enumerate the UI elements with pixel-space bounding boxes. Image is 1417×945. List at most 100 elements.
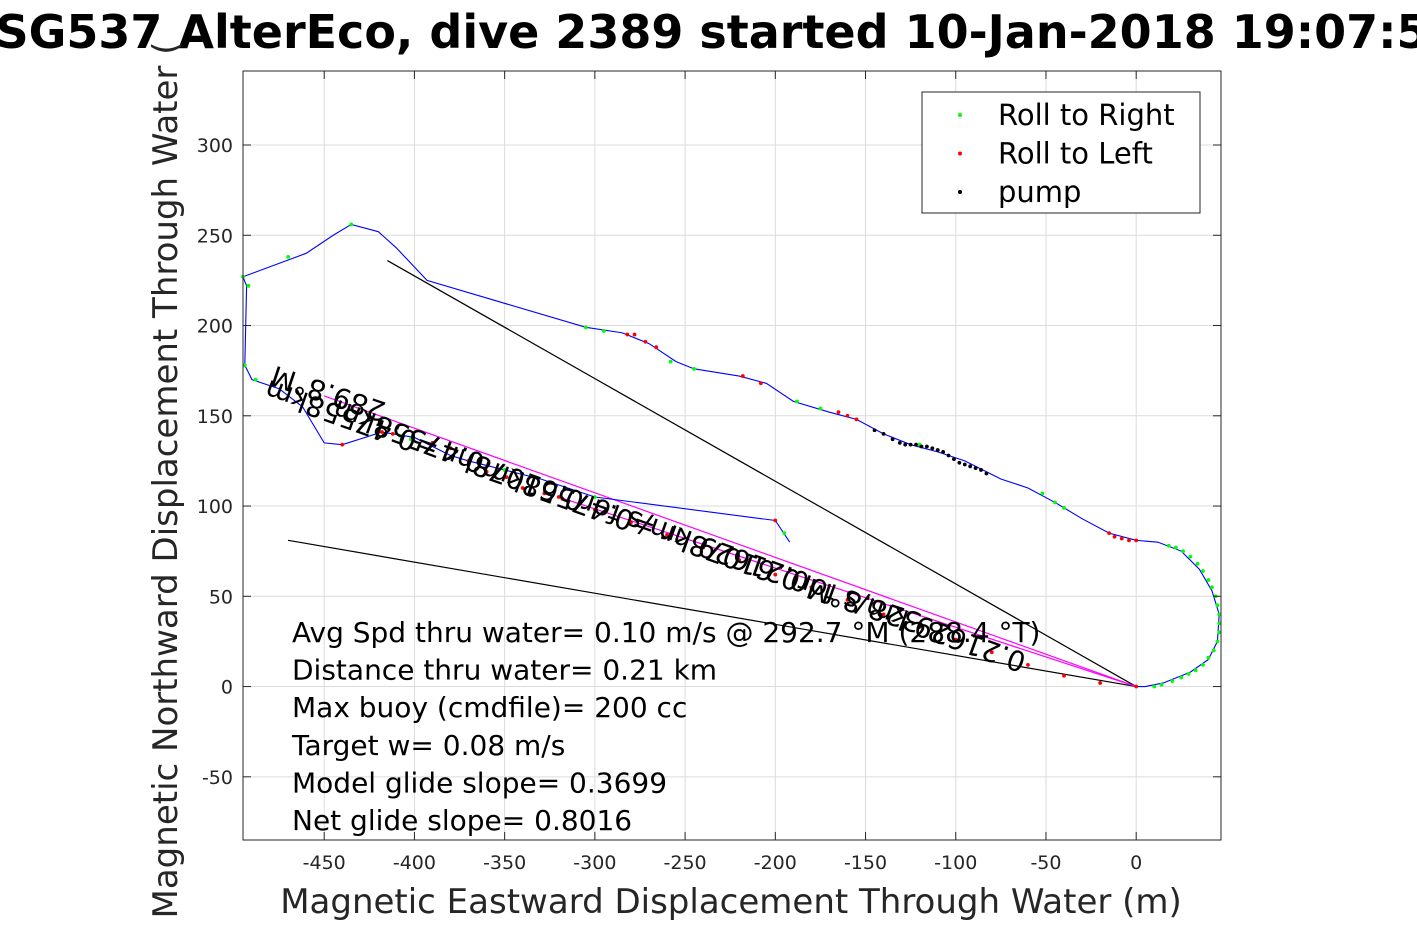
roll-to-right-point xyxy=(408,437,413,442)
roll-to-left-point xyxy=(773,572,778,577)
roll-to-left-point xyxy=(809,585,814,590)
legend-label-roll-to-right: Roll to Right xyxy=(998,98,1175,132)
roll-to-right-point xyxy=(1173,545,1178,550)
pump-point xyxy=(897,440,902,445)
pump-point xyxy=(903,442,908,447)
roll-to-right-point xyxy=(583,325,588,330)
roll-to-left-point xyxy=(854,417,859,422)
roll-to-left-point xyxy=(430,440,435,445)
roll-to-left-point xyxy=(340,442,345,447)
pump-point xyxy=(890,437,895,442)
roll-to-left-point xyxy=(701,545,706,550)
y-tick-label: 300 xyxy=(197,135,233,157)
x-tick-label: -100 xyxy=(934,852,977,874)
pump-point xyxy=(881,431,886,436)
roll-to-right-point xyxy=(1211,648,1216,653)
roll-to-left-point xyxy=(1026,662,1030,667)
pump-point xyxy=(908,442,913,447)
roll-to-right-point xyxy=(1159,682,1164,687)
roll-to-left-point xyxy=(390,431,395,436)
x-tick-label: -150 xyxy=(844,852,887,874)
roll-to-right-point xyxy=(286,255,291,259)
roll-to-right-point xyxy=(601,329,606,333)
pump-point xyxy=(919,444,924,449)
stat-line: Max buoy (cmdfile)= 200 cc xyxy=(292,691,687,724)
roll-to-right-point xyxy=(1186,672,1191,676)
stat-line: Net glide slope= 0.8016 xyxy=(292,804,632,837)
y-tick-label: 50 xyxy=(209,586,233,608)
x-tick-label: -200 xyxy=(754,852,797,874)
grid-lines xyxy=(243,71,1221,840)
roll-to-left-point xyxy=(466,459,471,463)
reference-line xyxy=(387,260,1137,688)
roll-to-right-point xyxy=(398,433,402,438)
roll-to-left-point xyxy=(1112,534,1117,539)
roll-to-left-point xyxy=(989,650,994,655)
roll-to-right-point xyxy=(1053,500,1057,505)
roll-to-right-point xyxy=(782,531,787,536)
y-tick-label: 250 xyxy=(197,225,233,247)
roll-to-left-point xyxy=(1119,536,1124,541)
roll-to-left-point xyxy=(592,507,597,512)
x-tick-label: -300 xyxy=(573,852,616,874)
pump-point xyxy=(968,464,973,469)
roll-to-right-point xyxy=(242,363,247,368)
roll-to-right-point xyxy=(1195,561,1200,566)
chart-title: SG537 AlterEco, dive 2389 started 10-Jan… xyxy=(0,5,1417,59)
y-tick-label: 150 xyxy=(197,406,233,428)
roll-to-right-point xyxy=(1210,585,1214,590)
roll-to-right-point xyxy=(1206,655,1211,660)
roll-to-left-point xyxy=(1107,531,1112,536)
y-axis-label: Magnetic Northward Displacement Through … xyxy=(146,42,186,919)
roll-to-right-point xyxy=(1179,675,1184,680)
x-tick-label: -350 xyxy=(483,852,526,874)
y-tick-label: 0 xyxy=(221,677,233,699)
legend-marker-roll-to-left xyxy=(958,151,962,156)
roll-to-right-point xyxy=(1193,668,1198,673)
pump-point xyxy=(984,471,989,476)
roll-to-left-point xyxy=(1134,538,1139,543)
y-tick-label: -50 xyxy=(202,767,233,789)
roll-to-left-point xyxy=(654,345,659,350)
pump-point xyxy=(935,448,940,452)
roll-to-left-point xyxy=(625,332,630,337)
roll-to-left-point xyxy=(560,496,565,501)
pump-point xyxy=(946,453,951,458)
reference-lines xyxy=(288,260,1137,688)
x-tick-label: -50 xyxy=(1030,852,1061,874)
roll-to-right-point xyxy=(1217,630,1222,635)
x-tick-label: 0 xyxy=(1130,852,1142,874)
pump-point xyxy=(979,468,983,472)
roll-to-right-point xyxy=(1166,543,1171,548)
roll-to-left-point xyxy=(665,533,669,537)
roll-to-right-point xyxy=(1215,639,1220,644)
stat-line: Avg Spd thru water= 0.10 m/s @ 292.7 °M … xyxy=(292,616,1040,649)
roll-to-right-point xyxy=(1206,578,1211,582)
stat-line: Distance thru water= 0.21 km xyxy=(292,654,717,687)
roll-to-left-point xyxy=(542,491,547,496)
stat-line: Model glide slope= 0.3699 xyxy=(292,766,667,799)
roll-to-left-point xyxy=(380,430,384,434)
roll-to-left-point xyxy=(504,475,509,480)
legend-marker-roll-to-right xyxy=(958,113,962,117)
roll-to-left-point xyxy=(773,518,778,523)
y-tick-label: 100 xyxy=(197,496,233,518)
roll-to-left-point xyxy=(643,339,648,344)
marker-group xyxy=(241,222,1222,689)
roll-to-left-point xyxy=(917,625,922,629)
legend-box xyxy=(921,91,1201,214)
pump-point xyxy=(924,444,929,449)
x-tick-label: -450 xyxy=(303,852,346,874)
roll-to-left-point xyxy=(1098,681,1103,685)
reference-line xyxy=(323,395,1137,688)
roll-to-left-point xyxy=(737,558,742,563)
roll-to-right-point xyxy=(1217,612,1222,617)
legend-label-roll-to-left: Roll to Left xyxy=(998,137,1153,171)
roll-to-right-point xyxy=(1215,603,1220,608)
roll-to-left-point xyxy=(881,612,886,617)
y-tick-label: 200 xyxy=(197,316,233,338)
pump-point xyxy=(941,449,946,454)
roll-to-left-point xyxy=(520,486,525,490)
roll-to-right-point xyxy=(795,399,799,404)
